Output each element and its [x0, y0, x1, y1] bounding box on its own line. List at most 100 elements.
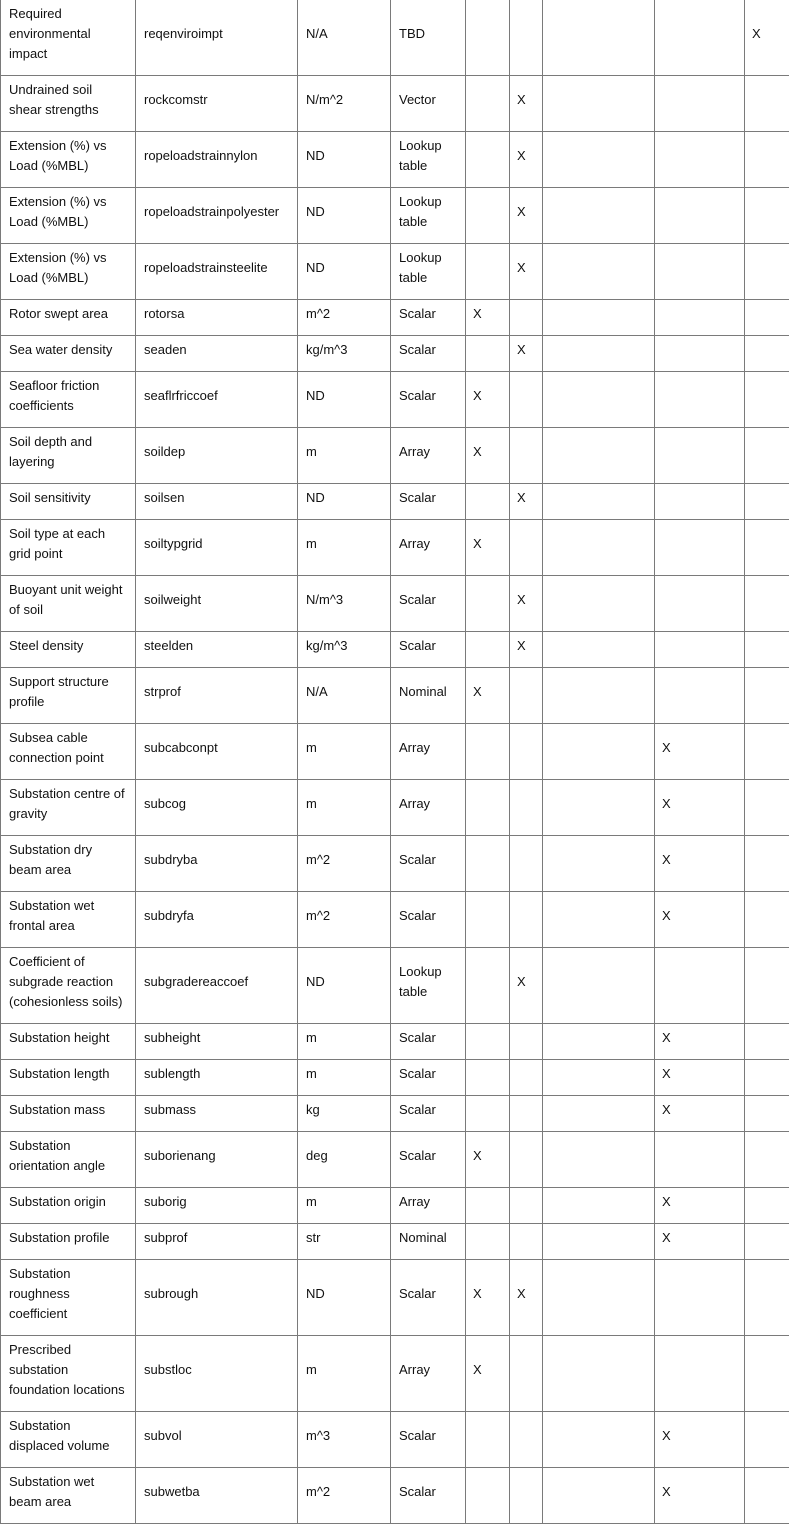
description-cell: Substation roughness coefficient	[1, 1260, 136, 1336]
mark-cell	[466, 132, 510, 188]
mark-cell	[466, 576, 510, 632]
unit-cell: N/m^2	[298, 76, 391, 132]
mark-cell	[510, 1132, 543, 1188]
identifier-cell: steelden	[136, 632, 298, 668]
mark-cell	[510, 836, 543, 892]
identifier-cell: subprof	[136, 1224, 298, 1260]
mark-cell	[466, 836, 510, 892]
mark-cell	[510, 300, 543, 336]
description-cell: Substation centre of gravity	[1, 780, 136, 836]
identifier-cell: subvol	[136, 1412, 298, 1468]
unit-cell: ND	[298, 484, 391, 520]
unit-cell: m^3	[298, 1412, 391, 1468]
description-cell: Extension (%) vs Load (%MBL)	[1, 132, 136, 188]
mark-cell	[510, 780, 543, 836]
table-row: Prescribed substation foundation locatio…	[1, 1336, 789, 1412]
mark-cell	[745, 1132, 789, 1188]
mark-cell	[745, 1188, 789, 1224]
identifier-cell: suborig	[136, 1188, 298, 1224]
mark-cell	[466, 1468, 510, 1524]
description-cell: Substation profile	[1, 1224, 136, 1260]
unit-cell: m	[298, 1060, 391, 1096]
description-cell: Substation wet beam area	[1, 1468, 136, 1524]
mark-cell	[510, 1468, 543, 1524]
mark-cell	[543, 1336, 655, 1412]
unit-cell: ND	[298, 188, 391, 244]
mark-cell	[745, 428, 789, 484]
description-cell: Sea water density	[1, 336, 136, 372]
type-cell: Scalar	[391, 1096, 466, 1132]
type-cell: Nominal	[391, 1224, 466, 1260]
mark-cell	[543, 188, 655, 244]
mark-cell	[745, 1336, 789, 1412]
type-cell: Array	[391, 1336, 466, 1412]
mark-cell	[745, 724, 789, 780]
description-cell: Substation height	[1, 1024, 136, 1060]
mark-cell	[510, 1188, 543, 1224]
identifier-cell: rockcomstr	[136, 76, 298, 132]
mark-cell	[655, 300, 745, 336]
unit-cell: m	[298, 780, 391, 836]
type-cell: Array	[391, 1188, 466, 1224]
type-cell: Scalar	[391, 484, 466, 520]
mark-cell	[543, 1260, 655, 1336]
description-cell: Substation displaced volume	[1, 1412, 136, 1468]
type-cell: Nominal	[391, 668, 466, 724]
mark-cell	[543, 484, 655, 520]
identifier-cell: ropeloadstrainpolyester	[136, 188, 298, 244]
mark-cell	[466, 892, 510, 948]
mark-cell	[466, 1024, 510, 1060]
mark-cell: X	[466, 1260, 510, 1336]
identifier-cell: substloc	[136, 1336, 298, 1412]
type-cell: Scalar	[391, 632, 466, 668]
description-cell: Seafloor friction coefficients	[1, 372, 136, 428]
mark-cell	[655, 1260, 745, 1336]
mark-cell: X	[655, 1412, 745, 1468]
mark-cell	[543, 372, 655, 428]
type-cell: Scalar	[391, 1060, 466, 1096]
mark-cell	[655, 632, 745, 668]
mark-cell	[745, 632, 789, 668]
type-cell: Scalar	[391, 1260, 466, 1336]
mark-cell	[655, 76, 745, 132]
mark-cell	[543, 668, 655, 724]
mark-cell	[745, 520, 789, 576]
unit-cell: ND	[298, 132, 391, 188]
mark-cell: X	[510, 576, 543, 632]
mark-cell: X	[510, 484, 543, 520]
unit-cell: m^2	[298, 836, 391, 892]
mark-cell	[745, 336, 789, 372]
unit-cell: ND	[298, 372, 391, 428]
mark-cell	[543, 1412, 655, 1468]
identifier-cell: soildep	[136, 428, 298, 484]
mark-cell	[745, 484, 789, 520]
mark-cell	[655, 484, 745, 520]
description-cell: Substation orientation angle	[1, 1132, 136, 1188]
unit-cell: m^2	[298, 1468, 391, 1524]
mark-cell: X	[655, 1468, 745, 1524]
mark-cell	[745, 300, 789, 336]
description-cell: Substation dry beam area	[1, 836, 136, 892]
mark-cell: X	[466, 1336, 510, 1412]
mark-cell	[655, 372, 745, 428]
mark-cell	[745, 1468, 789, 1524]
mark-cell: X	[466, 520, 510, 576]
mark-cell	[510, 1060, 543, 1096]
description-cell: Substation wet frontal area	[1, 892, 136, 948]
description-cell: Substation origin	[1, 1188, 136, 1224]
identifier-cell: soilweight	[136, 576, 298, 632]
mark-cell: X	[466, 668, 510, 724]
mark-cell	[543, 1468, 655, 1524]
mark-cell	[466, 188, 510, 244]
mark-cell	[655, 428, 745, 484]
mark-cell: X	[655, 892, 745, 948]
mark-cell	[466, 1224, 510, 1260]
mark-cell	[510, 428, 543, 484]
table-row: Coefficient of subgrade reaction (cohesi…	[1, 948, 789, 1024]
mark-cell: X	[510, 188, 543, 244]
